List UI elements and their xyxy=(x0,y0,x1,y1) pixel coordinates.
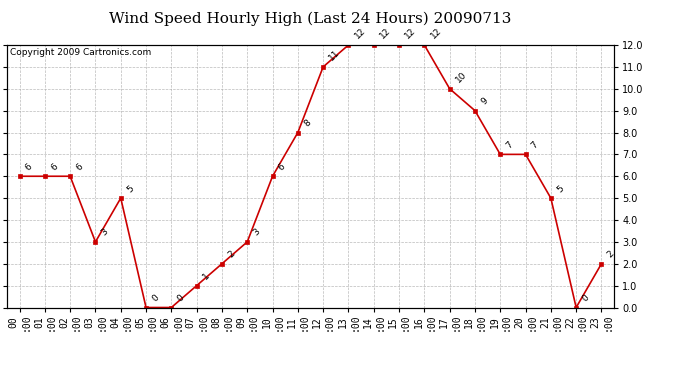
Text: 9: 9 xyxy=(479,96,489,106)
Text: 6: 6 xyxy=(277,162,287,172)
Text: 12: 12 xyxy=(403,26,417,41)
Text: Wind Speed Hourly High (Last 24 Hours) 20090713: Wind Speed Hourly High (Last 24 Hours) 2… xyxy=(109,11,512,26)
Text: 2: 2 xyxy=(226,249,237,259)
Text: 7: 7 xyxy=(530,140,540,150)
Text: 0: 0 xyxy=(580,293,591,303)
Text: 6: 6 xyxy=(75,162,85,172)
Text: 6: 6 xyxy=(23,162,34,172)
Text: 7: 7 xyxy=(504,140,515,150)
Text: 12: 12 xyxy=(353,26,367,41)
Text: 0: 0 xyxy=(175,293,186,303)
Text: 2: 2 xyxy=(606,249,616,259)
Text: 8: 8 xyxy=(302,118,313,128)
Text: 5: 5 xyxy=(555,183,565,194)
Text: 12: 12 xyxy=(378,26,393,41)
Text: 5: 5 xyxy=(125,183,135,194)
Text: 12: 12 xyxy=(428,26,443,41)
Text: Copyright 2009 Cartronics.com: Copyright 2009 Cartronics.com xyxy=(10,48,151,57)
Text: 0: 0 xyxy=(150,293,161,303)
Text: 10: 10 xyxy=(454,70,469,85)
Text: 1: 1 xyxy=(201,271,211,282)
Text: 3: 3 xyxy=(251,227,262,238)
Text: 3: 3 xyxy=(99,227,110,238)
Text: 6: 6 xyxy=(49,162,59,172)
Text: 11: 11 xyxy=(327,48,342,63)
